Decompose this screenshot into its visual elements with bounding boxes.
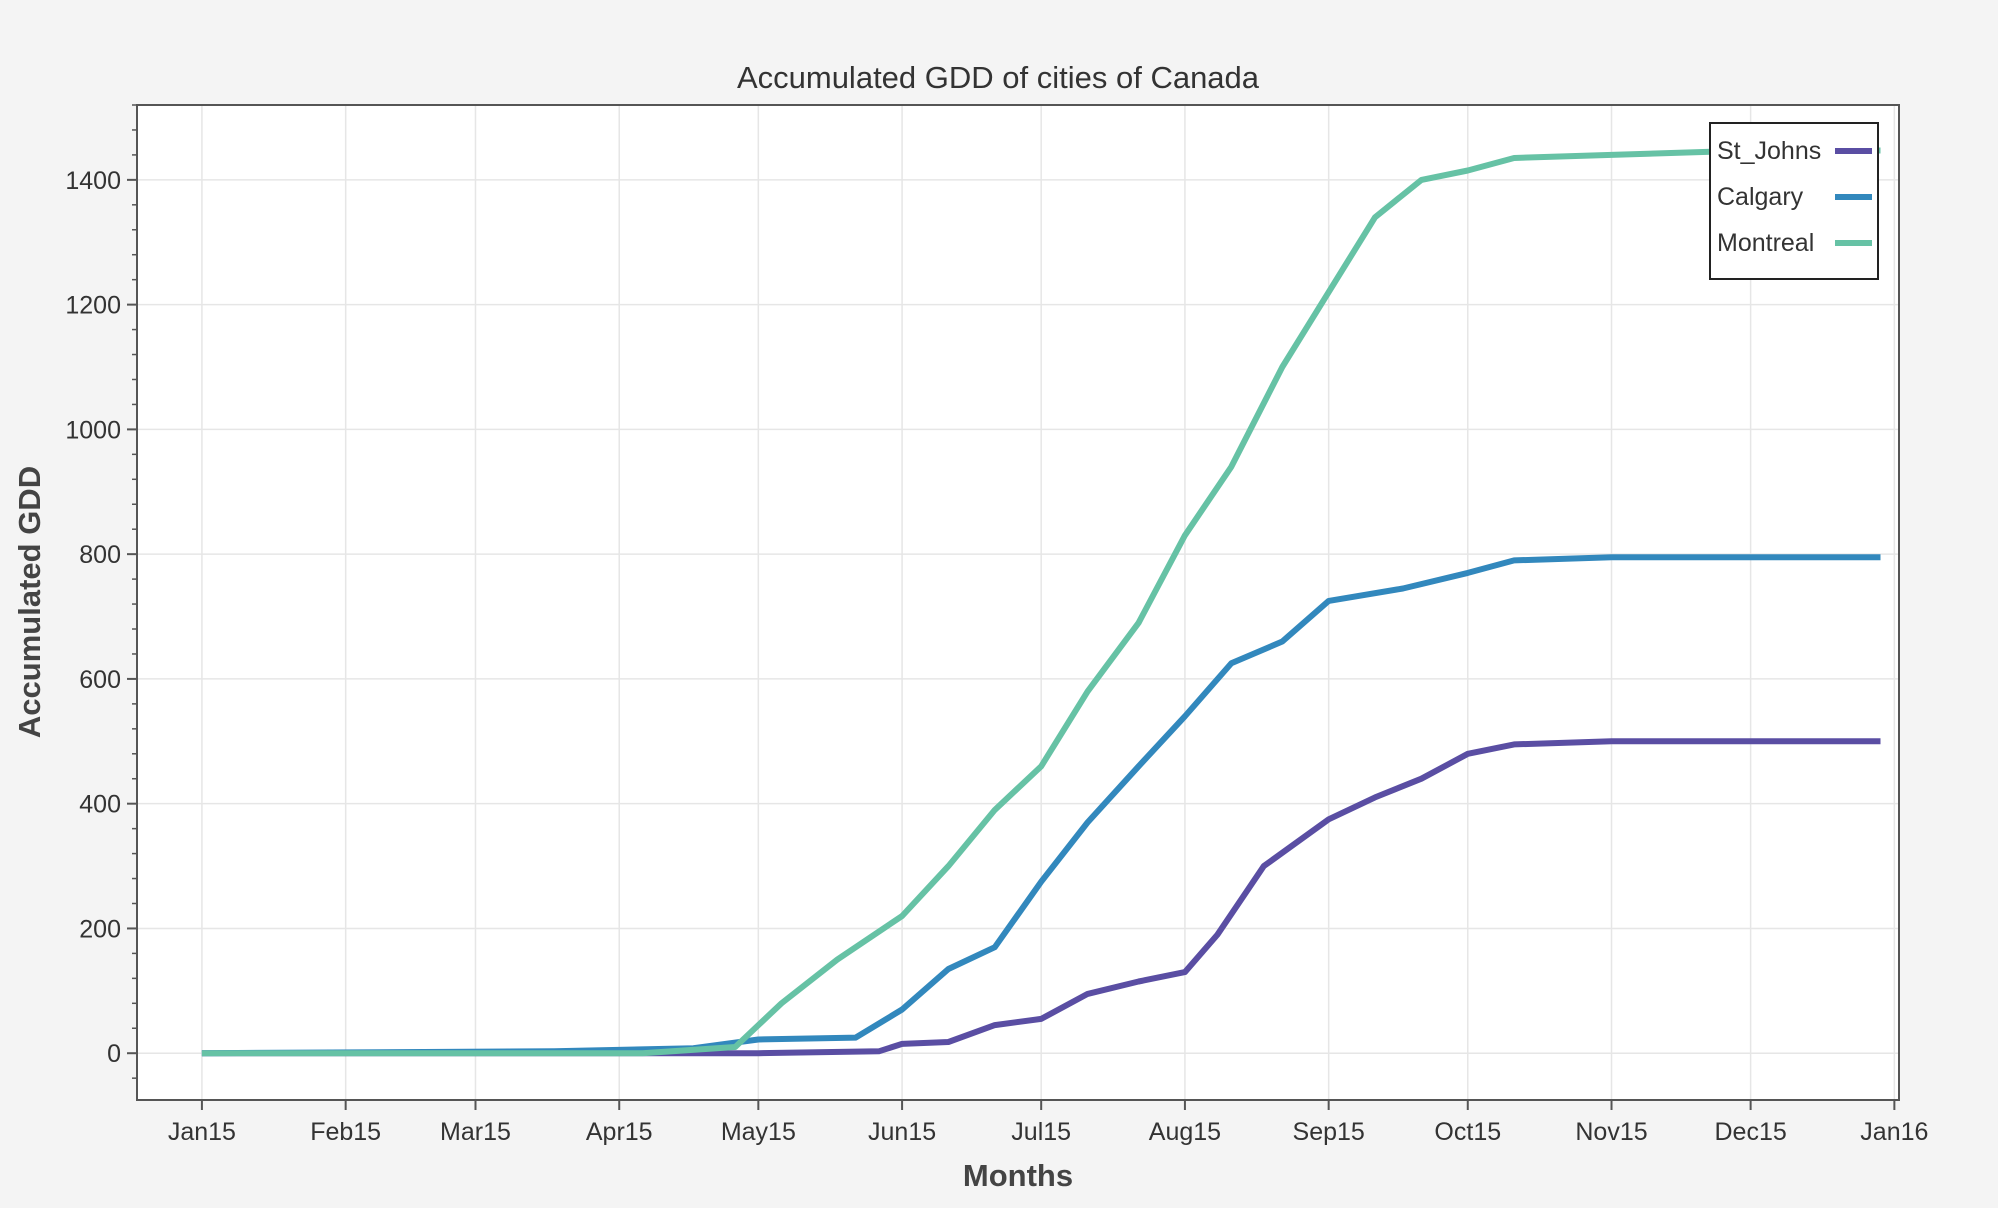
x-axis: Jan15 Feb15 Mar15 Apr15 May15 Jun15 Jul15 Aug15…: [168, 1100, 1928, 1146]
x-tick-label: May15: [721, 1118, 796, 1146]
y-tick-label: 1400: [65, 167, 121, 195]
x-tick-label: Mar15: [440, 1118, 511, 1146]
x-tick-label: Aug15: [1149, 1118, 1221, 1146]
x-tick-label: Oct15: [1434, 1118, 1501, 1146]
y-axis-label: Accumulated GDD: [12, 466, 47, 738]
y-tick-label: 600: [79, 666, 121, 694]
legend-label-st_johns: St_Johns: [1717, 137, 1821, 165]
plot-area: [137, 105, 1899, 1100]
y-tick-label: 400: [79, 791, 121, 819]
series-line-montreal: [201, 147, 1881, 1057]
plot-frame: [136, 104, 1900, 1101]
grid-lines: [137, 105, 1899, 1100]
y-tick-label: 800: [79, 541, 121, 569]
legend: St_Johns Calgary Montreal: [1709, 122, 1879, 280]
x-tick-label: Apr15: [586, 1118, 653, 1146]
x-tick-label: Nov15: [1575, 1118, 1647, 1146]
x-axis-label: Months: [963, 1158, 1073, 1193]
x-tick-label: Sep15: [1293, 1118, 1365, 1146]
y-tick-label: 0: [107, 1040, 121, 1068]
y-axis: 0 200 400 600 800 1000 1200 1400: [65, 104, 137, 1079]
x-tick-label: Jun15: [868, 1118, 936, 1146]
x-tick-label: Dec15: [1714, 1118, 1786, 1146]
x-tick-label: Jan16: [1860, 1118, 1928, 1146]
x-tick-label: Feb15: [310, 1118, 381, 1146]
x-tick-label: Jul15: [1011, 1118, 1071, 1146]
chart-title: Accumulated GDD of cities of Canada: [737, 60, 1260, 95]
x-tick-label: Jan15: [168, 1118, 236, 1146]
series-lines: [201, 147, 1881, 1057]
legend-label-montreal: Montreal: [1717, 229, 1814, 257]
y-tick-label: 1200: [65, 292, 121, 320]
legend-label-calgary: Calgary: [1717, 183, 1804, 211]
y-tick-label: 1000: [65, 416, 121, 444]
y-tick-label: 200: [79, 915, 121, 943]
series-line-calgary: [201, 554, 1881, 1057]
series-line-st_johns: [201, 738, 1881, 1057]
